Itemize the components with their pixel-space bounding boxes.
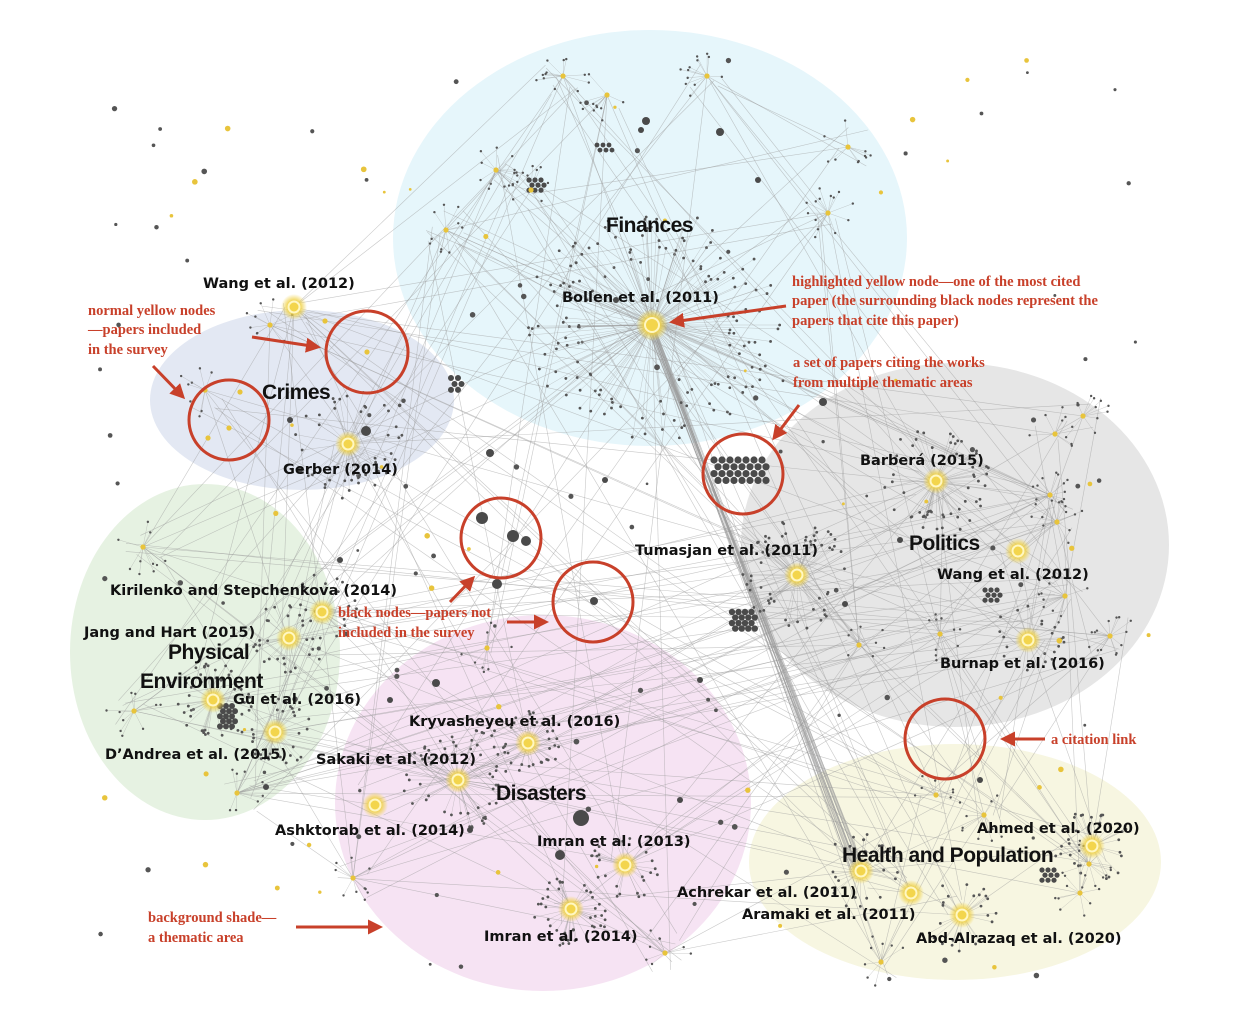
label-gu: Gu et al. (2016) xyxy=(233,692,361,708)
annotation-arrows xyxy=(151,304,1045,935)
label-aramaki: Aramaki et al. (2011) xyxy=(742,907,915,923)
label-abd: Abd-Alrazaq et al. (2020) xyxy=(916,931,1122,947)
label-kirilenko: Kirilenko and Stepchenkova (2014) xyxy=(110,583,397,599)
label-gerber: Gerber (2014) xyxy=(283,462,398,478)
annotation-highlighted-line3: papers that cite this paper) xyxy=(792,313,959,329)
yellow-nodes xyxy=(131,73,1113,965)
annotation-black-line1: black nodes—papers not xyxy=(338,605,491,621)
annotation-highlighted-line1: highlighted yellow node—one of the most … xyxy=(792,274,1080,290)
normal-nodes-circle-a xyxy=(324,309,410,395)
label-tumasjan: Tumasjan et al. (2011) xyxy=(635,543,818,559)
label-achrekar: Achrekar et al. (2011) xyxy=(677,885,857,901)
arrow-to-bollen xyxy=(669,304,787,328)
annotation-multi-line1: a set of papers citing the works xyxy=(793,355,985,371)
area-title-physical-line2: Environment xyxy=(140,670,263,693)
annotation-shade-line2: a thematic area xyxy=(148,930,244,946)
label-dandrea: D’Andrea et al. (2015) xyxy=(105,747,287,763)
label-burnap: Burnap et al. (2016) xyxy=(940,656,1105,672)
label-jang: Jang and Hart (2015) xyxy=(83,625,255,641)
citation-links xyxy=(115,64,1129,978)
annotation-highlighted-line2: paper (the surrounding black nodes repre… xyxy=(792,293,1098,309)
citation-link-circle xyxy=(903,697,987,781)
annotation-black-line2: included in the survey xyxy=(338,625,475,641)
area-title-finances: Finances xyxy=(606,214,693,237)
arrow-normal-a xyxy=(251,335,321,353)
label-kryvasheyeu: Kryvasheyeu et al. (2016) xyxy=(409,714,620,730)
annotation-multi-line2: from multiple thematic areas xyxy=(793,375,973,391)
label-barbera: Barberá (2015) xyxy=(860,453,984,469)
black-nodes-circle-b xyxy=(551,560,635,644)
arrow-black-a xyxy=(448,575,476,604)
area-title-politics: Politics xyxy=(909,532,980,555)
label-wang-crimes: Wang et al. (2012) xyxy=(203,276,355,292)
area-title-health: Health and Population xyxy=(842,844,1053,867)
area-title-crimes: Crimes xyxy=(262,381,330,404)
arrow-multi xyxy=(772,404,801,441)
label-sakaki: Sakaki et al. (2012) xyxy=(316,752,476,768)
arrow-normal-b xyxy=(151,364,186,400)
annotation-texts: highlighted yellow node—one of the most … xyxy=(87,274,1137,946)
black-nodes-circle-a xyxy=(459,496,543,580)
label-bollen: Bollen et al. (2011) xyxy=(562,290,719,306)
area-title-disasters: Disasters xyxy=(496,782,586,805)
label-ahmed: Ahmed et al. (2020) xyxy=(977,821,1140,837)
annotation-normal-line3: in the survey xyxy=(88,342,169,358)
label-ashktorab: Ashktorab et al. (2014) xyxy=(275,823,465,839)
black-nodes xyxy=(98,57,1151,982)
annotation-normal-line2: —papers included xyxy=(87,322,201,338)
health-area-shade xyxy=(749,744,1161,980)
label-imran2013: Imran et al. (2013) xyxy=(537,834,691,850)
annotation-link: a citation link xyxy=(1051,732,1137,748)
normal-nodes-circle-b xyxy=(187,378,271,462)
paper-labels: Bollen et al. (2011) Wang et al. (2012) … xyxy=(83,276,1140,947)
label-imran2014: Imran et al. (2014) xyxy=(484,929,638,945)
area-titles: Finances Crimes Politics Physical Enviro… xyxy=(140,214,1054,867)
annotation-normal-line1: normal yellow nodes xyxy=(88,303,216,319)
finances-area-shade xyxy=(393,30,907,446)
annotation-circles xyxy=(187,309,987,781)
label-wang-politics: Wang et al. (2012) xyxy=(937,567,1089,583)
annotation-shade-line1: background shade— xyxy=(148,910,277,926)
multi-area-circle xyxy=(701,432,785,516)
area-title-physical-line1: Physical xyxy=(168,641,249,664)
